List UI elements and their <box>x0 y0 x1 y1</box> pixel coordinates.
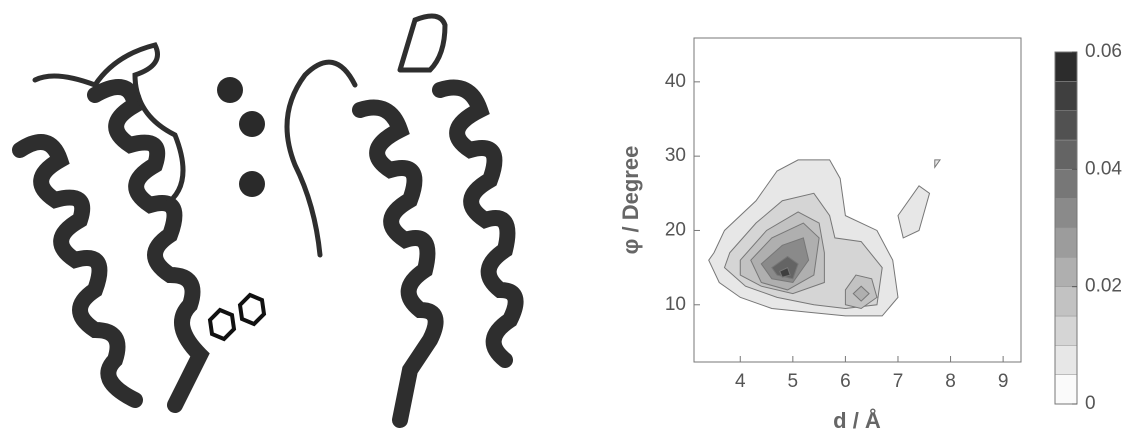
x-tick-label: 6 <box>840 371 851 392</box>
y-tick-label: 30 <box>665 145 686 166</box>
colorbar-band <box>1055 169 1077 198</box>
y-tick-label: 10 <box>665 294 686 315</box>
colorbar-band <box>1055 140 1077 169</box>
x-tick-label: 9 <box>998 371 1009 392</box>
y-tick-label: 40 <box>665 71 686 92</box>
colorbar-tick-label: 0 <box>1085 393 1096 414</box>
colorbar-band <box>1055 345 1077 374</box>
figure: d / Å φ / Degree 4 5 6 7 8 9 10 20 30 40 0 0.02 0.04… <box>0 0 1141 437</box>
colorbar-band <box>1055 316 1077 345</box>
y-tick-label: 20 <box>665 219 686 240</box>
x-tick-label: 7 <box>893 371 904 392</box>
colorbar-tick-label: 0.02 <box>1085 276 1122 297</box>
colorbar-tick-label: 0.04 <box>1085 158 1122 179</box>
x-tick-label: 5 <box>788 371 799 392</box>
colorbar-tick-label: 0.06 <box>1085 41 1122 62</box>
colorbar-band <box>1055 375 1077 404</box>
contour <box>935 160 940 167</box>
x-tick-label: 8 <box>945 371 956 392</box>
colorbar-band <box>1055 199 1077 228</box>
contour <box>898 186 930 238</box>
colorbar-band <box>1055 52 1077 81</box>
protein-render <box>20 16 516 420</box>
colorbar-band <box>1055 81 1077 110</box>
colorbar-band <box>1055 287 1077 316</box>
colorbar-band <box>1055 257 1077 286</box>
y-axis-label: φ / Degree <box>618 146 643 255</box>
colorbar-band <box>1055 228 1077 257</box>
x-tick-label: 4 <box>735 371 746 392</box>
colorbar-band <box>1055 111 1077 140</box>
x-axis-label: d / Å <box>833 407 881 433</box>
